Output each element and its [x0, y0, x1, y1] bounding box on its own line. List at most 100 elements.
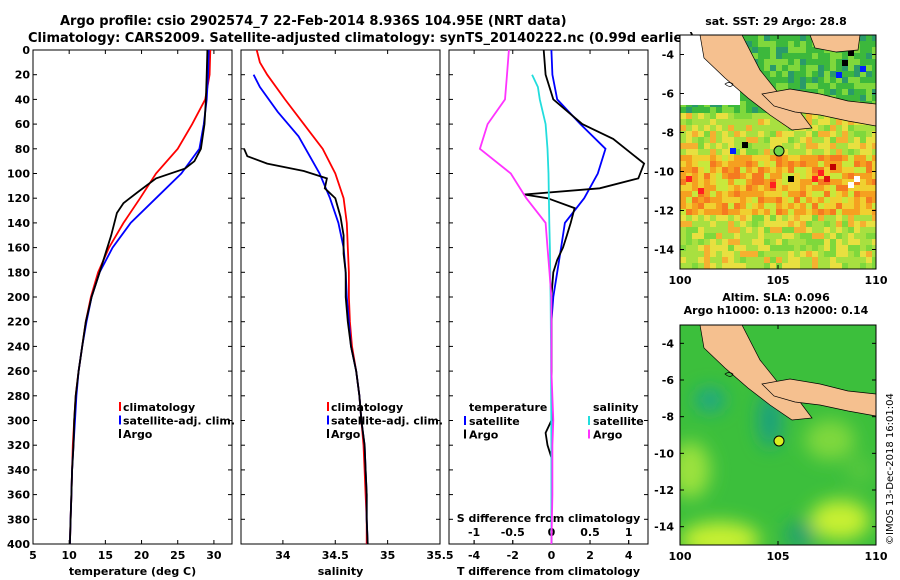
sst-cell	[854, 71, 860, 77]
sst-cell	[740, 227, 746, 233]
sst-cell	[866, 185, 872, 191]
sst-cell	[686, 167, 692, 173]
sst-cell	[854, 83, 860, 89]
sst-cell	[842, 53, 848, 59]
sst-cell	[872, 167, 876, 173]
sst-cell	[818, 149, 824, 155]
sst-cell	[812, 161, 818, 167]
sst-cell	[872, 245, 876, 251]
sst-cell	[830, 203, 836, 209]
sst-cell	[866, 197, 872, 203]
sst-cell	[686, 263, 692, 269]
map_sst-lon-label: 100	[669, 274, 692, 287]
sla-argo-location-marker	[773, 435, 785, 447]
sst-cell	[680, 161, 686, 167]
sst-cell	[842, 221, 848, 227]
sst-cell	[866, 215, 872, 221]
sst-cell	[722, 155, 728, 161]
sst-cell	[860, 179, 866, 185]
sst-cell	[788, 161, 794, 167]
sst-cell	[806, 113, 812, 119]
sst-cell	[860, 263, 866, 269]
sst-cell	[752, 215, 758, 221]
sst-cell	[758, 53, 764, 59]
sst-cell	[770, 59, 776, 65]
sst-cell	[818, 257, 824, 263]
sst-cell	[692, 251, 698, 257]
sst-cell	[866, 41, 872, 47]
sst-cell	[782, 197, 788, 203]
sst-cell	[872, 203, 876, 209]
sst-cell	[758, 47, 764, 53]
sst-cell	[698, 179, 704, 185]
sst-cell	[824, 209, 830, 215]
sst-cell	[818, 125, 824, 131]
sst-cell	[698, 239, 704, 245]
sst-cell	[860, 215, 866, 221]
sst-cell	[872, 221, 876, 227]
sst-cell	[830, 59, 836, 65]
sst-cell	[710, 131, 716, 137]
sst-cell	[806, 209, 812, 215]
sst-cell	[692, 125, 698, 131]
sst-cell	[794, 149, 800, 155]
sst-cell	[758, 191, 764, 197]
sst-cell	[860, 203, 866, 209]
sst-cell	[830, 245, 836, 251]
sst-cell	[806, 143, 812, 149]
sst-cell	[722, 197, 728, 203]
sst-cell	[758, 143, 764, 149]
sst-cell	[722, 233, 728, 239]
sst-cell	[782, 143, 788, 149]
depth-tick-label: 240	[7, 340, 30, 353]
sst-cell	[782, 167, 788, 173]
sst-cell	[734, 167, 740, 173]
sst-cell	[698, 149, 704, 155]
sst-cell	[776, 257, 782, 263]
sst-cell	[776, 155, 782, 161]
sst-cell	[734, 131, 740, 137]
sst-cell	[806, 257, 812, 263]
sst-cell	[794, 137, 800, 143]
sst-cell	[752, 173, 758, 179]
sst-cell	[794, 35, 800, 41]
sst-cell	[716, 227, 722, 233]
sst-cell	[746, 119, 752, 125]
sst-cell	[830, 119, 836, 125]
sst-cell	[686, 191, 692, 197]
difference-x2tick-label: 1	[625, 526, 633, 539]
sst-cell	[788, 143, 794, 149]
sst-cell	[740, 179, 746, 185]
island-outline	[724, 82, 734, 87]
sst-cell	[734, 197, 740, 203]
sst-cell	[782, 161, 788, 167]
sst-cell	[704, 251, 710, 257]
sst-cell	[824, 203, 830, 209]
sst-cell	[752, 203, 758, 209]
sst-cell	[818, 65, 824, 71]
sst-cell	[686, 119, 692, 125]
sst-cell	[806, 41, 812, 47]
sst-cell	[704, 227, 710, 233]
sst-cell	[818, 245, 824, 251]
sst-cell	[710, 143, 716, 149]
sst-cell	[800, 77, 806, 83]
sst-cell	[686, 233, 692, 239]
sst-cell	[872, 161, 876, 167]
sst-cell	[866, 149, 872, 155]
sst-cell	[680, 131, 686, 137]
sst-cell	[842, 185, 848, 191]
sst-cell	[698, 221, 704, 227]
sst-cell	[830, 221, 836, 227]
sst-cell	[782, 65, 788, 71]
salinity-legend-entry: Argo	[331, 428, 361, 441]
sst-cell	[776, 251, 782, 257]
sst-cell	[848, 173, 854, 179]
sst-cell	[776, 179, 782, 185]
sst-cell	[752, 53, 758, 59]
sst-cell	[788, 239, 794, 245]
difference-x2tick-label: 0.5	[580, 526, 600, 539]
sst-cell	[698, 203, 704, 209]
sst-cell	[872, 131, 876, 137]
sst-cell	[812, 125, 818, 131]
